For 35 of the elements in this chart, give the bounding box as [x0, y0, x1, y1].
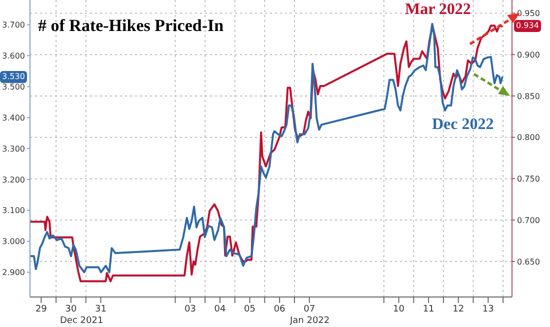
x-tick-label: 05 [244, 304, 256, 314]
x-tick-label: 06 [274, 304, 286, 314]
x-tick-label: 11 [422, 304, 434, 314]
x-tick-label: 04 [214, 304, 226, 314]
x-tick-label: 10 [393, 304, 405, 314]
y-tick-label: 2.900 [2, 268, 25, 278]
y2-tick-label: 0.750 [517, 174, 540, 184]
y-tick-label: 3.700 [2, 20, 25, 30]
x-tick-label: 07 [304, 304, 316, 314]
text: Jan 2022 [290, 316, 330, 326]
x-tick-label: 12 [452, 304, 464, 314]
y-tick-label: 3.500 [2, 82, 25, 92]
x-tick-label: 29 [35, 304, 48, 314]
y-tick-label: 3.000 [2, 237, 25, 246]
text: # of Rate-Hikes Priced-In [38, 16, 224, 36]
text: Dec 2021 [60, 316, 104, 326]
x-tick-label: 03 [184, 304, 196, 314]
y2-tick-label: 0.900 [517, 50, 540, 60]
x-tick-label: 31 [95, 304, 106, 314]
series-label: Dec 2022 [432, 116, 494, 134]
y2-tick-label: 0.850 [517, 92, 540, 101]
y2-tick-label: 0.800 [517, 133, 540, 142]
y-tick-label: 3.300 [2, 144, 25, 154]
y-tick-label: 3.100 [2, 206, 25, 216]
x-tick-label: 13 [482, 304, 494, 314]
series-label: Mar 2022 [405, 1, 471, 19]
y2-tick-label: 0.950 [517, 9, 540, 18]
y-tick-label: 3.400 [2, 113, 25, 122]
data-label: 0.934 [514, 20, 541, 32]
y-tick-label: 3.600 [2, 52, 25, 61]
y2-tick-label: 0.650 [517, 257, 540, 266]
y-tick-label: 3.200 [2, 175, 25, 184]
y2-tick-label: 0.700 [517, 216, 540, 225]
text: 3.530 [0, 71, 27, 84]
x-tick-label: 30 [65, 304, 77, 314]
